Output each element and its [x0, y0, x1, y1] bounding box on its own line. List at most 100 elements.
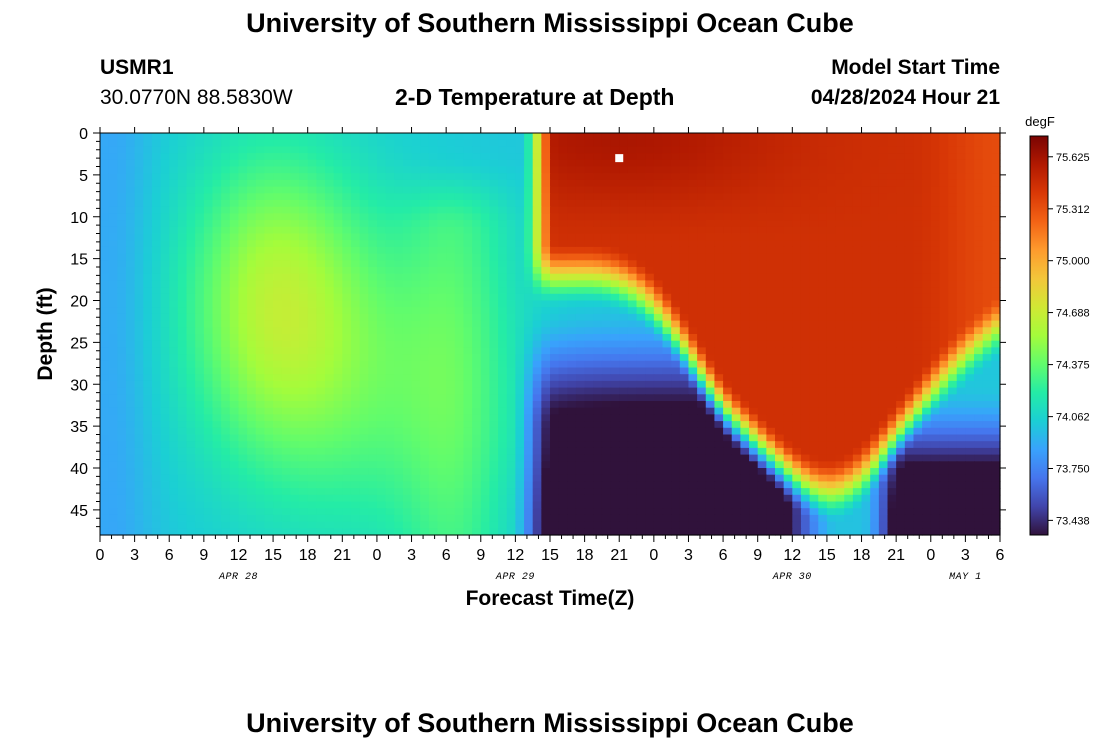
heatmap-cell: [186, 347, 196, 355]
heatmap-cell: [446, 334, 456, 342]
heatmap-cell: [861, 407, 871, 415]
heatmap-cell: [177, 307, 188, 315]
heatmap-cell: [861, 240, 871, 248]
heatmap-cell: [151, 354, 162, 362]
heatmap-cell: [446, 421, 456, 429]
heatmap-cell: [169, 240, 179, 248]
heatmap-cell: [913, 367, 923, 375]
heatmap-cell: [221, 200, 231, 208]
heatmap-cell: [333, 360, 343, 369]
heatmap-cell: [939, 260, 949, 268]
heatmap-cell: [221, 173, 231, 181]
heatmap-cell: [904, 387, 915, 395]
heatmap-cell: [273, 334, 283, 342]
heatmap-cell: [333, 374, 343, 382]
heatmap-cell: [705, 179, 716, 188]
heatmap-cell: [151, 220, 162, 228]
heatmap-cell: [342, 200, 352, 208]
heatmap-cell: [169, 307, 179, 315]
heatmap-cell: [420, 300, 430, 308]
heatmap-cell: [653, 447, 664, 456]
heatmap-cell: [480, 374, 491, 382]
heatmap-cell: [169, 380, 179, 389]
heatmap-cell: [740, 240, 750, 248]
heatmap-cell: [359, 354, 369, 362]
heatmap-cell: [948, 360, 958, 369]
heatmap-cell: [550, 213, 560, 221]
heatmap-cell: [948, 179, 958, 188]
heatmap-cell: [844, 441, 854, 449]
heatmap-cell: [342, 427, 352, 436]
heatmap-cell: [359, 380, 369, 389]
heatmap-cell: [974, 313, 984, 322]
heatmap-cell: [662, 434, 672, 442]
heatmap-cell: [982, 421, 992, 429]
heatmap-cell: [671, 374, 681, 382]
heatmap-cell: [731, 273, 741, 281]
heatmap-cell: [878, 434, 889, 442]
heatmap-cell: [861, 260, 871, 268]
heatmap-cell: [446, 293, 456, 302]
heatmap-cell: [290, 179, 300, 188]
heatmap-cell: [177, 133, 188, 141]
heatmap-cell: [177, 374, 188, 382]
heatmap-cell: [826, 179, 837, 188]
heatmap-cell: [238, 427, 248, 436]
heatmap-cell: [835, 427, 845, 436]
heatmap-cell: [359, 186, 369, 194]
heatmap-cell: [775, 394, 785, 402]
heatmap-cell: [333, 421, 343, 429]
heatmap-cell: [653, 293, 664, 302]
heatmap-cell: [775, 307, 785, 315]
heatmap-cell: [610, 226, 620, 235]
heatmap-cell: [524, 387, 534, 395]
heatmap-cell: [948, 367, 958, 375]
heatmap-cell: [506, 407, 516, 415]
heatmap-cell: [437, 320, 447, 328]
heatmap-cell: [117, 380, 127, 389]
heatmap-cell: [627, 139, 638, 147]
heatmap-cell: [974, 159, 984, 168]
heatmap-cell: [515, 173, 525, 181]
heatmap-cell: [437, 213, 447, 221]
heatmap-cell: [325, 414, 335, 422]
heatmap-cell: [221, 253, 231, 261]
heatmap-cell: [636, 421, 646, 429]
heatmap-cell: [723, 434, 733, 442]
heatmap-cell: [229, 374, 240, 382]
heatmap-cell: [195, 327, 205, 335]
heatmap-cell: [792, 186, 802, 194]
heatmap-cell: [117, 133, 127, 141]
heatmap-cell: [930, 380, 941, 389]
heatmap-cell: [705, 146, 716, 154]
heatmap-cell: [904, 173, 915, 181]
heatmap-cell: [515, 307, 525, 315]
heatmap-cell: [524, 287, 534, 295]
heatmap-cell: [939, 146, 949, 154]
heatmap-cell: [264, 159, 274, 168]
heatmap-cell: [930, 213, 941, 221]
heatmap-cell: [688, 421, 698, 429]
heatmap-cell: [913, 320, 923, 328]
heatmap-cell: [247, 414, 257, 422]
heatmap-cell: [818, 313, 828, 322]
heatmap-cell: [671, 220, 681, 228]
heatmap-cell: [290, 394, 300, 402]
heatmap-cell: [982, 374, 992, 382]
heatmap-cell: [402, 293, 413, 302]
heatmap-cell: [515, 139, 525, 147]
heatmap-cell: [446, 340, 456, 348]
heatmap-cell: [402, 246, 413, 255]
heatmap-cell: [601, 159, 612, 168]
heatmap-cell: [498, 220, 508, 228]
heatmap-cell: [134, 267, 144, 275]
heatmap-cell: [974, 441, 984, 449]
heatmap-cell: [342, 253, 352, 261]
heatmap-cell: [662, 387, 672, 395]
heatmap-cell: [636, 193, 646, 201]
heatmap-cell: [861, 226, 871, 235]
heatmap-cell: [896, 441, 906, 449]
heatmap-cell: [532, 146, 542, 154]
heatmap-cell: [203, 434, 214, 442]
heatmap-cell: [290, 200, 300, 208]
